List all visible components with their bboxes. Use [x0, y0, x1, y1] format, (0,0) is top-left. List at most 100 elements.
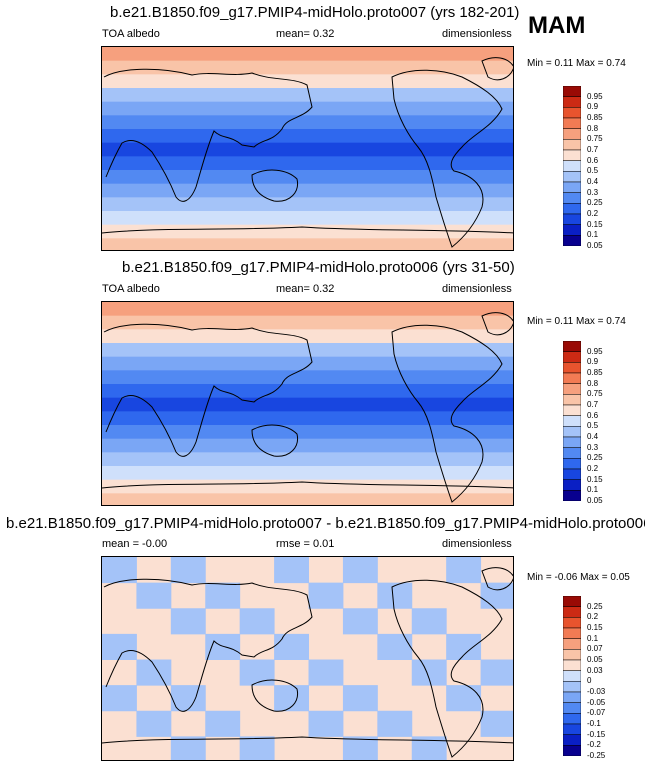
map-band: [102, 101, 513, 116]
map-band: [102, 224, 513, 239]
map-patch: [342, 557, 378, 584]
map-band: [102, 384, 513, 399]
colorbar-swatch: [563, 458, 581, 470]
colorbar-tick-label: 0.6: [587, 410, 599, 420]
colorbar-swatch: [563, 723, 581, 735]
colorbar-swatch: [563, 149, 581, 161]
coastline: [102, 736, 513, 744]
colorbar-tick-label: -0.1: [587, 719, 601, 728]
map-band: [102, 315, 513, 330]
colorbar-swatch: [563, 649, 581, 661]
map-patch: [102, 633, 137, 660]
map-patch: [136, 710, 172, 737]
map-patch: [480, 710, 513, 737]
coastline: [481, 57, 513, 81]
panel-3-minmax: Min = -0.06 Max = 0.05: [527, 572, 630, 583]
map-band: [102, 47, 513, 62]
map-band: [102, 142, 513, 157]
colorbar-swatch: [563, 596, 581, 607]
colorbar-tick-label: 0.7: [587, 400, 599, 409]
map-patch: [274, 633, 309, 660]
colorbar-tick-label: 0.05: [587, 241, 603, 250]
map-band: [102, 211, 513, 226]
map-band: [102, 170, 513, 185]
map-patch: [480, 659, 513, 686]
map-band: [102, 74, 513, 89]
panel-2-map: [101, 301, 514, 506]
map-patch: [480, 582, 513, 609]
colorbar-tick-label: 0.3: [587, 187, 599, 197]
colorbar-swatch: [563, 745, 581, 756]
colorbar-tick-label: -0.07: [587, 708, 606, 718]
map-patch: [308, 582, 344, 609]
colorbar-swatch: [563, 606, 581, 618]
map-band: [102, 88, 513, 103]
map-band: [102, 425, 513, 440]
colorbar-swatch: [563, 436, 581, 448]
colorbar-swatch: [563, 734, 581, 746]
colorbar-swatch: [563, 96, 581, 108]
colorbar-tick-label: 0.3: [587, 442, 599, 452]
coastline: [391, 69, 503, 248]
colorbar-swatch: [563, 203, 581, 215]
colorbar-swatch: [563, 213, 581, 225]
colorbar-swatch: [563, 490, 581, 501]
panel-1-title: b.e21.B1850.f09_g17.PMIP4-midHolo.proto0…: [110, 4, 520, 21]
colorbar-tick-label: 0.95: [587, 346, 603, 356]
map-band: [102, 438, 513, 453]
map-band: [102, 238, 513, 250]
colorbar-tick-label: 0.7: [587, 145, 599, 154]
map-band: [102, 397, 513, 412]
map-patch: [239, 608, 275, 635]
coastline: [103, 578, 313, 712]
map-patch: [170, 557, 206, 584]
panel-1-units-label: dimensionless: [442, 28, 512, 40]
panel-2-units-label: dimensionless: [442, 283, 512, 295]
map-patch: [239, 736, 275, 760]
colorbar-tick-label: 0.5: [587, 166, 599, 176]
colorbar-swatch: [563, 638, 581, 650]
map-patch: [411, 736, 447, 760]
map-patch: [377, 633, 413, 660]
colorbar-tick-label: 0.1: [587, 633, 599, 643]
colorbar-tick-label: 0.8: [587, 123, 599, 133]
panel-1-variable-label: TOA albedo: [102, 28, 160, 40]
colorbar-tick-label: 0.4: [587, 177, 599, 186]
map-patch: [205, 710, 241, 737]
map-patch: [377, 710, 413, 737]
colorbar-tick-label: 0: [587, 676, 592, 686]
colorbar-tick-label: 0.25: [587, 453, 603, 463]
colorbar-tick-label: 0.85: [587, 113, 603, 122]
coastline: [481, 312, 513, 336]
colorbar-swatch: [563, 171, 581, 183]
colorbar-tick-label: -0.25: [587, 751, 606, 760]
panel-3-mean-label: mean = -0.00: [102, 538, 168, 550]
colorbar-tick-label: 0.5: [587, 421, 599, 431]
colorbar-tick-label: 0.6: [587, 155, 599, 165]
colorbar-swatch: [563, 404, 581, 416]
map-band: [102, 183, 513, 198]
colorbar-tick-label: 0.2: [587, 464, 599, 473]
colorbar-swatch: [563, 617, 581, 629]
map-patch: [205, 633, 241, 660]
colorbar-swatch: [563, 702, 581, 714]
colorbar-swatch: [563, 351, 581, 363]
coastline: [251, 424, 299, 457]
colorbar-swatch: [563, 426, 581, 438]
panel-2-minmax: Min = 0.11 Max = 0.74: [527, 316, 626, 327]
map-patch: [308, 710, 344, 737]
colorbar-swatch: [563, 659, 581, 671]
panel-2-variable-label: TOA albedo: [102, 283, 160, 295]
colorbar-swatch: [563, 372, 581, 384]
colorbar-swatch: [563, 362, 581, 374]
map-patch: [377, 582, 413, 609]
panel-2-mean-label: mean= 0.32: [276, 283, 335, 295]
colorbar-tick-label: 0.2: [587, 209, 599, 218]
coastline: [103, 68, 313, 202]
colorbar-tick-label: 0.05: [587, 655, 603, 664]
colorbar-swatch: [563, 691, 581, 703]
panel-3-units-label: dimensionless: [442, 538, 512, 550]
map-band: [102, 479, 513, 494]
map-patch: [205, 582, 241, 609]
map-band: [102, 411, 513, 426]
